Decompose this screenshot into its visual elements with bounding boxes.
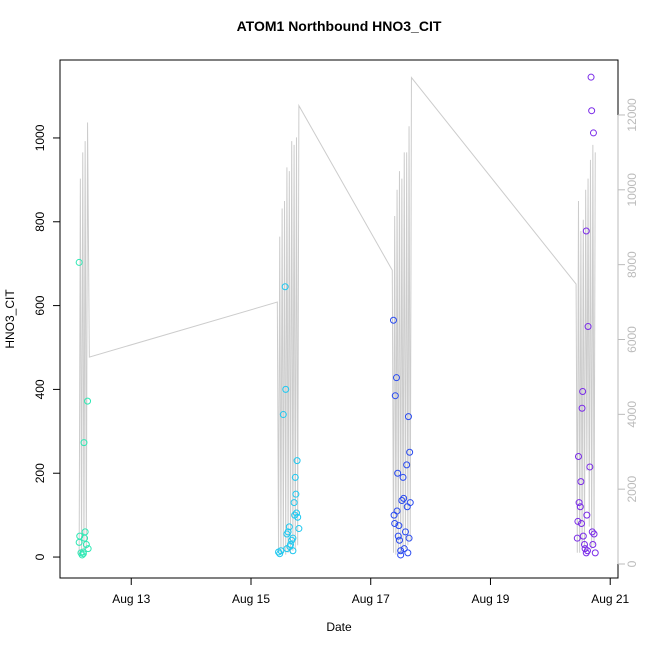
- data-point: [401, 528, 409, 536]
- data-point: [574, 517, 582, 525]
- x-tick-label: Aug 19: [471, 592, 509, 606]
- data-point: [405, 534, 413, 542]
- data-point: [584, 323, 592, 331]
- data-point: [84, 397, 92, 405]
- x-tick-label: Aug 21: [591, 592, 629, 606]
- data-point: [291, 473, 299, 481]
- y-tick-label: 600: [33, 295, 47, 315]
- data-point: [406, 499, 414, 507]
- data-point: [400, 545, 408, 553]
- data-point: [579, 388, 587, 396]
- y2-tick-label: 12000: [625, 98, 639, 132]
- data-point: [282, 385, 290, 393]
- x-tick-label: Aug 17: [352, 592, 390, 606]
- y-tick-label: 0: [33, 553, 47, 560]
- data-point: [587, 73, 595, 81]
- data-point: [589, 540, 597, 548]
- y-axis-label: HNO3_CIT: [3, 289, 17, 349]
- data-point: [573, 534, 581, 542]
- data-point: [577, 478, 585, 486]
- data-point: [578, 404, 586, 412]
- y-tick-label: 1000: [33, 124, 47, 151]
- data-point: [292, 509, 300, 517]
- data-point: [586, 463, 594, 471]
- data-point: [393, 507, 401, 515]
- data-point: [284, 528, 292, 536]
- data-point: [79, 550, 87, 558]
- data-point: [398, 496, 406, 504]
- data-point: [391, 392, 399, 400]
- data-point: [281, 283, 289, 291]
- x-tick-label: Aug 13: [112, 592, 150, 606]
- data-point: [404, 549, 412, 557]
- data-point: [582, 549, 590, 557]
- data-point: [588, 528, 596, 536]
- data-point: [294, 513, 302, 521]
- x-tick-label: Aug 15: [232, 592, 270, 606]
- data-point: [583, 511, 591, 519]
- data-point: [576, 503, 584, 511]
- altitude-line: [78, 76, 596, 556]
- data-point: [277, 547, 285, 555]
- data-point: [399, 473, 407, 481]
- y-tick-label: 400: [33, 379, 47, 399]
- data-point: [580, 540, 588, 548]
- data-point: [577, 520, 585, 528]
- y-tick-label: 200: [33, 463, 47, 483]
- data-point: [588, 107, 596, 115]
- y2-tick-label: 0: [625, 560, 639, 567]
- data-point: [579, 532, 587, 540]
- data-point: [82, 540, 90, 548]
- data-point: [80, 439, 88, 447]
- x-axis-label: Date: [326, 620, 352, 634]
- data-point: [81, 528, 89, 536]
- y-tick-label: 800: [33, 211, 47, 231]
- data-point: [394, 532, 402, 540]
- y2-tick-label: 2000: [625, 475, 639, 502]
- data-point: [286, 543, 294, 551]
- data-point: [574, 452, 582, 460]
- data-point: [582, 227, 590, 235]
- data-point: [391, 520, 399, 528]
- data-point: [591, 549, 599, 557]
- data-point: [75, 258, 83, 266]
- y2-tick-label: 4000: [625, 401, 639, 428]
- data-point: [389, 316, 397, 324]
- data-point: [285, 523, 293, 531]
- plot-box: [59, 59, 619, 579]
- data-point: [290, 499, 298, 507]
- data-point: [75, 538, 83, 546]
- data-point: [293, 457, 301, 465]
- data-point: [400, 494, 408, 502]
- data-point: [406, 448, 414, 456]
- data-point: [397, 547, 405, 555]
- data-point: [403, 461, 411, 469]
- data-point: [395, 522, 403, 530]
- data-point: [84, 545, 92, 553]
- data-point: [589, 129, 597, 137]
- data-point: [394, 469, 402, 477]
- data-point: [392, 374, 400, 382]
- data-point: [395, 536, 403, 544]
- data-point: [404, 413, 412, 421]
- data-point: [289, 534, 297, 542]
- data-point: [590, 530, 598, 538]
- data-point: [295, 525, 303, 533]
- data-point: [292, 490, 300, 498]
- data-point: [81, 534, 89, 542]
- y2-tick-label: 6000: [625, 326, 639, 353]
- data-point: [575, 499, 583, 507]
- chart-title: ATOM1 Northbound HNO3_CIT: [237, 18, 442, 34]
- data-point: [397, 551, 405, 559]
- data-point: [581, 545, 589, 553]
- y2-tick-label: 8000: [625, 251, 639, 278]
- data-point: [279, 411, 287, 419]
- y2-tick-label: 10000: [625, 173, 639, 207]
